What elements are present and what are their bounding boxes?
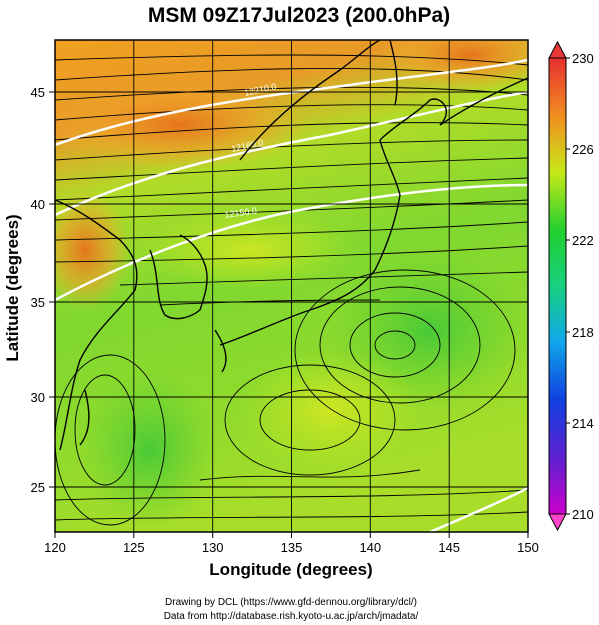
coastline-sakhalin <box>389 40 398 106</box>
x-tick-label: 120 <box>44 540 66 555</box>
coastline-china <box>55 199 138 451</box>
contour-line <box>55 183 528 302</box>
coastline-hokkaido <box>379 98 447 141</box>
streamline-vortex <box>259 389 361 451</box>
coastline-taiwan <box>79 389 90 446</box>
x-tick-label: 125 <box>123 540 145 555</box>
colorbar-max-arrow <box>548 40 567 59</box>
y-tick-label: 30 <box>31 390 45 405</box>
streamline-vortex <box>319 286 481 404</box>
x-tick-label: 140 <box>359 540 381 555</box>
colorbar-label: 230 <box>572 51 594 66</box>
streamline <box>55 245 528 263</box>
y-tick-label: 45 <box>31 85 45 100</box>
chart-title: MSM 09Z17Jul2023 (200.0hPa) <box>148 4 450 27</box>
colorbar-label: 214 <box>572 416 594 431</box>
contour-line <box>55 90 528 217</box>
warm-region-s <box>240 350 420 470</box>
credit-line-1: Drawing by DCL (https://www.gfd-dennou.o… <box>165 597 417 608</box>
streamline <box>55 157 528 181</box>
streamline-vortex <box>374 330 416 360</box>
x-axis-title: Longitude (degrees) <box>209 560 372 579</box>
cool-region-sw <box>80 370 220 530</box>
colorbar-label: 226 <box>572 142 594 157</box>
y-tick-marks <box>49 91 55 488</box>
lat-lon-grid <box>55 40 528 532</box>
warm-anomaly-ne <box>380 40 528 90</box>
streamline <box>55 86 528 101</box>
y-axis: 45 40 35 30 25 Latitude (degrees) <box>3 85 55 495</box>
warm-anomaly <box>55 80 310 170</box>
x-tick-label: 150 <box>517 540 539 555</box>
streamline <box>55 68 528 81</box>
coastline-japan <box>219 139 401 346</box>
x-tick-label: 135 <box>281 540 303 555</box>
streamline <box>159 299 381 306</box>
coastlines <box>55 40 528 451</box>
credit-line-2: Data from http://database.rish.kyoto-u.a… <box>164 611 419 622</box>
y-tick-label: 25 <box>31 480 45 495</box>
warm-anomaly-w <box>55 190 130 310</box>
x-tick-marks <box>54 532 529 538</box>
contour-line <box>429 486 528 532</box>
colorbar-label: 222 <box>572 233 594 248</box>
streamline <box>55 139 528 161</box>
streamline <box>55 104 528 121</box>
streamline-vortex <box>55 354 166 526</box>
x-tick-label: 130 <box>202 540 224 555</box>
colorbar-label: 210 <box>572 507 594 522</box>
x-axis: 120 125 130 135 140 145 150 Longitude (d… <box>44 532 539 579</box>
colorbar: 230 226 222 218 214 210 <box>548 40 594 532</box>
contour-line <box>55 58 528 147</box>
coastline-kyushu <box>214 329 227 373</box>
streamline <box>55 122 528 141</box>
x-tick-label: 145 <box>438 540 460 555</box>
contour-label: 12150.0 <box>224 206 258 220</box>
streamline-vortex <box>294 269 516 431</box>
streamline <box>55 511 528 521</box>
coastline-russia <box>239 40 381 161</box>
y-axis-title: Latitude (degrees) <box>3 214 22 361</box>
y-tick-label: 35 <box>31 295 45 310</box>
y-tick-label: 40 <box>31 197 45 212</box>
height-contours <box>55 58 528 532</box>
colorbar-label: 218 <box>572 325 594 340</box>
streamline <box>55 489 528 501</box>
streamline <box>55 177 528 201</box>
colorbar-min-arrow <box>548 513 567 532</box>
streamline <box>55 54 528 66</box>
streamline <box>55 221 528 241</box>
streamline <box>199 469 421 481</box>
warm-region-center <box>140 210 360 290</box>
streamline-vortex <box>349 312 441 378</box>
streamline-vortex <box>74 374 136 486</box>
colorbar-gradient <box>548 57 567 515</box>
map-plot-area: 12210.0 12180.0 12150.0 <box>55 40 528 532</box>
streamlines <box>55 54 528 526</box>
colorbar-ticks <box>566 57 570 515</box>
streamline-vortex <box>224 364 396 476</box>
coastline-korea <box>149 234 208 320</box>
